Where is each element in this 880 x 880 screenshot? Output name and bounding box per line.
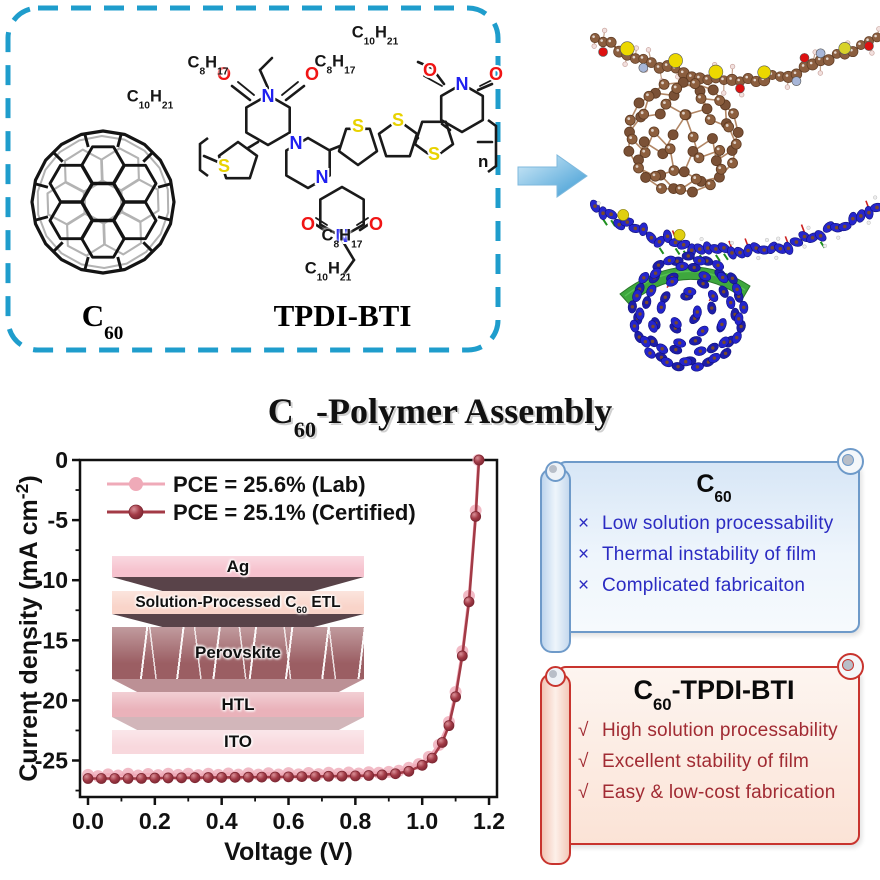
layer-htl: HTL xyxy=(112,692,364,717)
cross-bullet-icon: × xyxy=(578,575,590,596)
scroll-body xyxy=(556,666,860,845)
x-axis-label: Voltage (V) xyxy=(224,838,353,866)
y-tick-label: -25 xyxy=(35,748,68,774)
x-tick-label: 1.0 xyxy=(406,808,438,834)
list-item: √ Excellent stability of film xyxy=(578,751,810,772)
atom-label: S xyxy=(352,116,364,136)
alkyl-label: C10H21 xyxy=(126,87,174,112)
atom-label: O xyxy=(369,214,383,234)
layer-label: Solution-Processed C60 ETL xyxy=(135,593,341,617)
layer-label: Perovskite xyxy=(195,643,281,662)
c60-structure-drawing xyxy=(30,129,176,275)
x-tick-label: 0.2 xyxy=(139,808,171,834)
check-bullet-icon: √ xyxy=(578,782,589,803)
layer-perovskite: Perovskite xyxy=(112,627,364,679)
jv-curve-chart: 0.0 0.2 0.4 0.6 0.8 1.0 1.2 0 -5 -10 -15 -20 -25 Volt… xyxy=(15,447,505,866)
legend-label: PCE = 25.1% (Certified) xyxy=(173,500,416,525)
legend-marker xyxy=(129,477,143,491)
legend-label: PCE = 25.6% (Lab) xyxy=(173,472,366,497)
alkyl-label: C8H17 xyxy=(187,53,229,78)
assembly-arrow-icon xyxy=(517,154,588,198)
layer-separator xyxy=(112,577,364,591)
cross-bullet-icon: × xyxy=(578,544,590,565)
x-tick-label: 0.6 xyxy=(273,808,305,834)
atom-label: O xyxy=(423,60,437,80)
atom-label: O xyxy=(489,64,503,84)
list-item: √ High solution processability xyxy=(578,720,838,741)
layer-separator xyxy=(112,679,364,692)
cross-bullet-icon: × xyxy=(578,513,590,534)
atom-label: S xyxy=(218,156,230,176)
atom-label: N xyxy=(456,74,469,94)
scroll-c60-tpdi-bti-benefits: C60-TPDI-BTI √ High solution processabili… xyxy=(540,653,864,865)
atom-label: N xyxy=(336,226,349,246)
scroll-roll xyxy=(540,673,571,865)
atom-label: N xyxy=(262,86,275,106)
list-item: √ Easy & low-cost fabrication xyxy=(578,782,836,803)
scroll-curl-icon xyxy=(545,666,566,687)
scroll-roll xyxy=(540,468,571,653)
x-tick-label: 0.0 xyxy=(72,808,104,834)
c60-label: C60 xyxy=(81,298,124,344)
atom-label: N xyxy=(290,133,303,153)
y-axis-label: Current density (mA cm-2​) xyxy=(15,475,43,781)
alkyl-label: C10H21 xyxy=(351,23,399,48)
alkyl-label: C10H21 xyxy=(304,259,352,284)
layer-ag: Ag xyxy=(112,556,364,577)
y-tick-label: -5 xyxy=(48,507,69,533)
y-tick-label: -15 xyxy=(35,627,68,653)
list-item: × Complicated fabricaiton xyxy=(578,575,806,596)
scroll-c60-drawbacks: C60 × Low solution processability × Therma… xyxy=(540,448,864,653)
alkyl-label: C8H17 xyxy=(314,52,356,77)
dashed-border xyxy=(5,5,501,353)
c60-ballstick-model xyxy=(623,76,744,198)
tpdi-bti-label: TPDI-BTI xyxy=(273,298,412,333)
series-line xyxy=(88,459,481,780)
scroll-title: C60 xyxy=(696,470,732,507)
layer-label: ITO xyxy=(223,732,253,751)
layer-label: HTL xyxy=(221,694,255,714)
y-tick-label: -20 xyxy=(35,687,68,713)
dashed-structures-panel xyxy=(5,5,501,353)
device-stack-inset: Ag Solution-Processed C60 ETL Perovskite… xyxy=(112,556,364,758)
atom-label: O xyxy=(217,64,231,84)
scroll-curl-icon xyxy=(545,461,566,482)
scroll-curl-icon xyxy=(837,448,864,475)
x-tick-label: 0.4 xyxy=(206,808,238,834)
ballstick-polymer-model xyxy=(589,26,880,98)
layer-separator xyxy=(112,614,364,627)
check-bullet-icon: √ xyxy=(578,751,589,772)
nci-interaction-model xyxy=(589,195,880,372)
layer-label: Ag xyxy=(226,556,250,576)
scroll-curl-icon xyxy=(837,653,864,680)
atom-label: S xyxy=(428,144,440,164)
atom-label: N xyxy=(316,167,329,187)
alkyl-label: C8H17 xyxy=(321,226,363,251)
y-tick-label: 0 xyxy=(55,447,68,473)
repeat-unit-label: n xyxy=(478,152,489,171)
y-tick-label: -10 xyxy=(35,567,68,593)
layer-separator xyxy=(112,717,364,730)
atom-label: O xyxy=(301,214,315,234)
legend-marker xyxy=(128,504,144,520)
section-title: C60-Polymer Assembly xyxy=(267,391,613,443)
list-item: × Low solution processability xyxy=(578,513,834,534)
molecular-models xyxy=(589,26,880,372)
scroll-title: C60-TPDI-BTI xyxy=(633,675,795,715)
x-tick-label: 0.8 xyxy=(339,808,371,834)
atom-label: O xyxy=(305,64,319,84)
list-item: × Thermal instability of film xyxy=(578,544,817,565)
check-bullet-icon: √ xyxy=(578,720,589,741)
layer-etl: Solution-Processed C60 ETL xyxy=(112,591,364,617)
layer-ito: ITO xyxy=(112,730,364,754)
x-tick-label: 1.2 xyxy=(473,808,505,834)
atom-label: S xyxy=(392,110,404,130)
